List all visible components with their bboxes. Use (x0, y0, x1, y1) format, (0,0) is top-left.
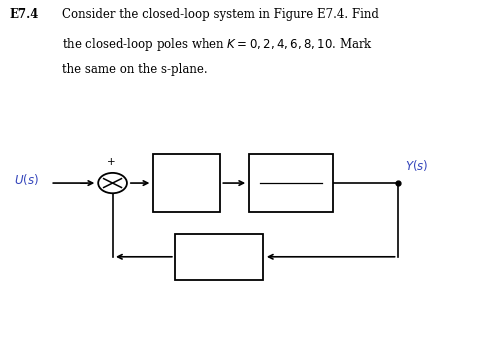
Text: $s+3$: $s+3$ (276, 187, 306, 200)
Bar (175, 234, 263, 280)
Text: +: + (107, 157, 115, 167)
Text: $U(s)$: $U(s)$ (14, 172, 39, 187)
Text: the same on the s-plane.: the same on the s-plane. (62, 63, 208, 76)
Text: 1: 1 (287, 166, 295, 179)
Bar (249, 154, 333, 212)
Text: E7.4: E7.4 (10, 8, 39, 21)
Bar (153, 154, 220, 212)
Text: $K$: $K$ (181, 176, 193, 190)
Text: $(s+7)$: $(s+7)$ (199, 249, 240, 264)
Text: Consider the closed-loop system in Figure E7.4. Find: Consider the closed-loop system in Figur… (62, 8, 379, 21)
Text: −: − (79, 179, 89, 189)
Text: $Y(s)$: $Y(s)$ (405, 158, 428, 173)
Text: the closed-loop poles when $K = 0, 2, 4, 6, 8, 10$. Mark: the closed-loop poles when $K = 0, 2, 4,… (62, 36, 373, 53)
